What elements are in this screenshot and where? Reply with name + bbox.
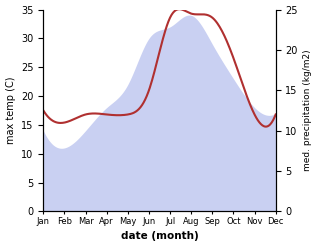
Y-axis label: max temp (C): max temp (C): [5, 77, 16, 144]
Y-axis label: med. precipitation (kg/m2): med. precipitation (kg/m2): [303, 50, 313, 171]
X-axis label: date (month): date (month): [121, 231, 198, 242]
